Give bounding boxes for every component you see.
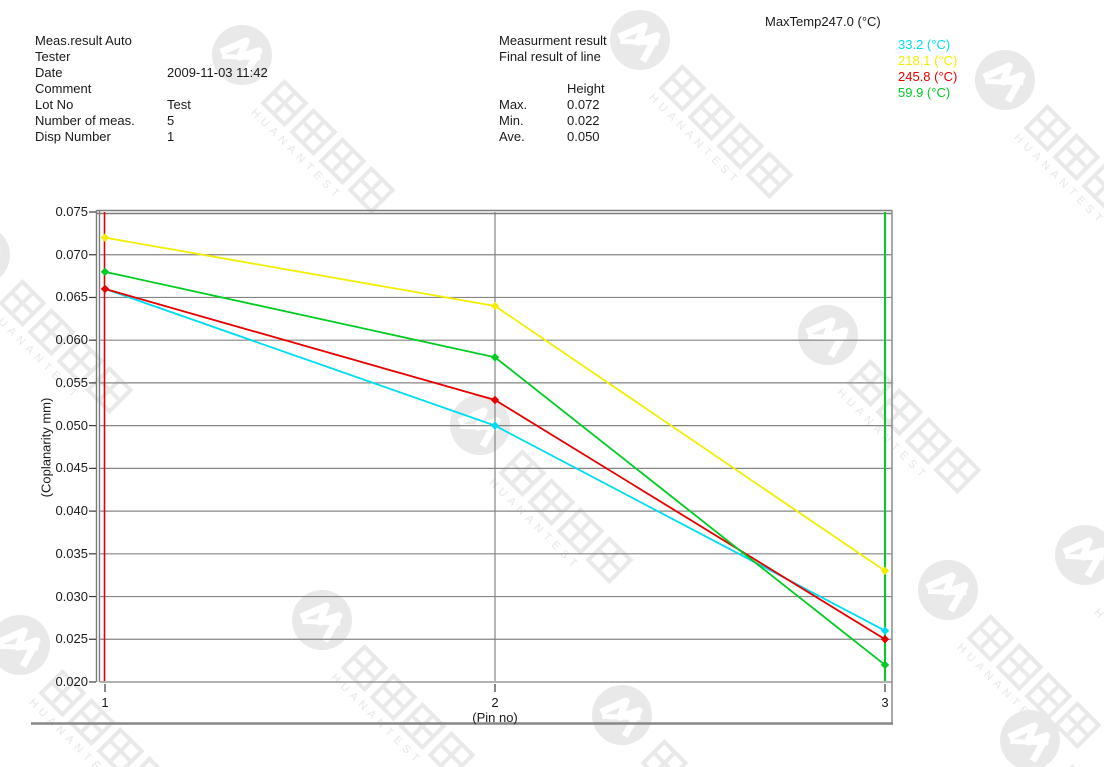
huanantest-logo-icon xyxy=(918,560,978,620)
huanantest-logo-icon xyxy=(0,615,50,675)
series-marker xyxy=(490,395,500,405)
y-tick-label: 0.060 xyxy=(55,332,88,348)
huanantest-logo-icon xyxy=(592,685,652,745)
x-tick-label: 1 xyxy=(101,695,109,710)
watermark: HUANANTEST xyxy=(975,685,1104,767)
watermark: HUANANTEST xyxy=(267,565,494,767)
y-tick-label: 0.070 xyxy=(55,246,88,262)
watermark: HUANANTEST xyxy=(187,0,414,227)
y-tick-label: 0.035 xyxy=(55,545,88,561)
y-tick-label: 0.020 xyxy=(55,674,88,689)
huanantest-logo-icon xyxy=(292,590,352,650)
series-marker xyxy=(490,353,500,362)
series-marker xyxy=(880,566,890,576)
huanantest-logo-icon xyxy=(975,50,1035,110)
series-marker xyxy=(880,626,890,635)
huanantest-logo-icon xyxy=(798,305,858,365)
series-marker xyxy=(490,421,500,430)
y-tick-label: 0.030 xyxy=(55,588,88,604)
series-marker xyxy=(880,660,890,670)
y-tick-label: 0.025 xyxy=(55,631,88,647)
series-marker xyxy=(100,284,110,294)
y-tick-label: 0.055 xyxy=(55,374,88,390)
huanantest-logo-icon xyxy=(1055,525,1104,585)
watermark: HUANANTEST xyxy=(0,590,192,767)
huanantest-logo-icon xyxy=(212,24,272,85)
watermark: HUANANTEST xyxy=(1030,500,1104,727)
x-tick-label: 3 xyxy=(881,695,889,710)
watermark: HUANANTEST xyxy=(893,535,1104,762)
huanantest-logo-icon xyxy=(610,9,670,70)
y-tick-label: 0.075 xyxy=(55,204,88,219)
series-marker xyxy=(880,635,890,644)
watermark: HUANANTEST xyxy=(950,25,1104,252)
huanantest-logo-icon xyxy=(1000,710,1060,767)
y-tick-label: 0.045 xyxy=(55,460,88,476)
y-tick-label: 0.040 xyxy=(55,503,88,519)
watermark: HUANANTEST xyxy=(585,0,812,212)
series-marker xyxy=(490,301,500,311)
watermark: HUANANTEST xyxy=(567,660,794,767)
x-axis-title: (Pin no) xyxy=(472,710,518,725)
x-tick-label: 2 xyxy=(491,695,499,710)
y-tick-label: 0.050 xyxy=(55,417,88,433)
series-marker xyxy=(100,233,110,242)
watermark: HUANANTEST xyxy=(773,280,1000,507)
y-tick-label: 0.065 xyxy=(55,289,88,305)
series-marker xyxy=(100,267,110,277)
